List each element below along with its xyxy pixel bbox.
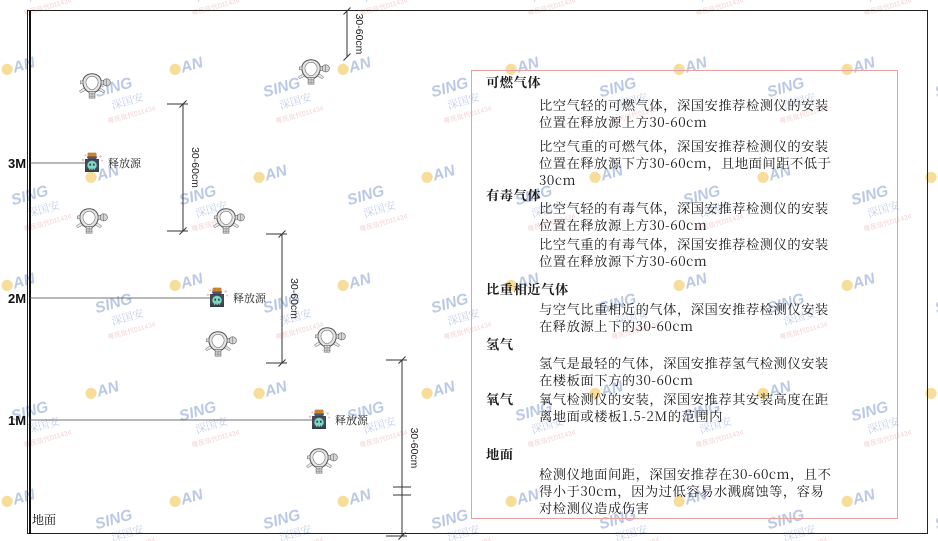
svg-text:2M: 2M <box>8 291 26 306</box>
svg-text:30-60cm: 30-60cm <box>353 14 365 55</box>
svg-text:释放源: 释放源 <box>233 290 267 306</box>
svg-text:释放源: 释放源 <box>108 155 142 171</box>
svg-text:1M: 1M <box>8 413 26 428</box>
svg-text:30-60cm: 30-60cm <box>189 147 201 188</box>
svg-text:3M: 3M <box>8 156 26 171</box>
svg-text:30-60cm: 30-60cm <box>408 428 420 469</box>
svg-text:30-60cm: 30-60cm <box>288 278 300 319</box>
svg-text:地面: 地面 <box>32 511 56 528</box>
svg-text:释放源: 释放源 <box>335 412 369 428</box>
